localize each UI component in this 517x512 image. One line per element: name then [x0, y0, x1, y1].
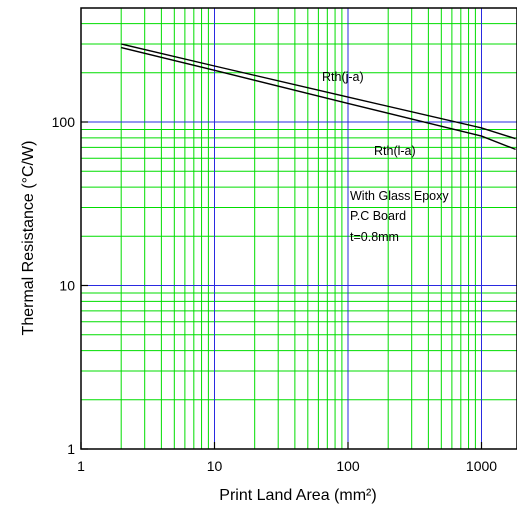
condition-note-line-1: With Glass Epoxy	[350, 189, 449, 203]
minor-grid	[81, 8, 517, 449]
y-tick-label: 100	[52, 114, 76, 130]
series-layer	[121, 43, 516, 151]
tick-labels: 1 10 100 1000 1 10 100	[52, 114, 498, 474]
x-axis-title: Print Land Area (mm²)	[219, 487, 376, 504]
major-grid	[81, 8, 517, 449]
series-label-rth-l-a: Rth(l-a)	[374, 144, 416, 158]
series-label-rth-j-a: Rth(j-a)	[322, 70, 364, 84]
series-line-rth-l-a	[121, 46, 516, 151]
series-line-rth-j-a	[121, 43, 516, 140]
plot-frame	[80, 7, 517, 450]
x-tick-label: 10	[207, 458, 223, 474]
x-tick-label: 1000	[466, 458, 497, 474]
condition-note-line-3: t=0.8mm	[350, 230, 399, 244]
x-tick-label: 100	[336, 458, 360, 474]
x-tick-label: 1	[77, 458, 85, 474]
y-tick-label: 10	[59, 278, 75, 294]
y-axis-title: Thermal Resistance (°C/W)	[20, 141, 37, 336]
condition-note-line-2: P.C Board	[350, 209, 406, 223]
y-tick-label: 1	[67, 441, 75, 457]
